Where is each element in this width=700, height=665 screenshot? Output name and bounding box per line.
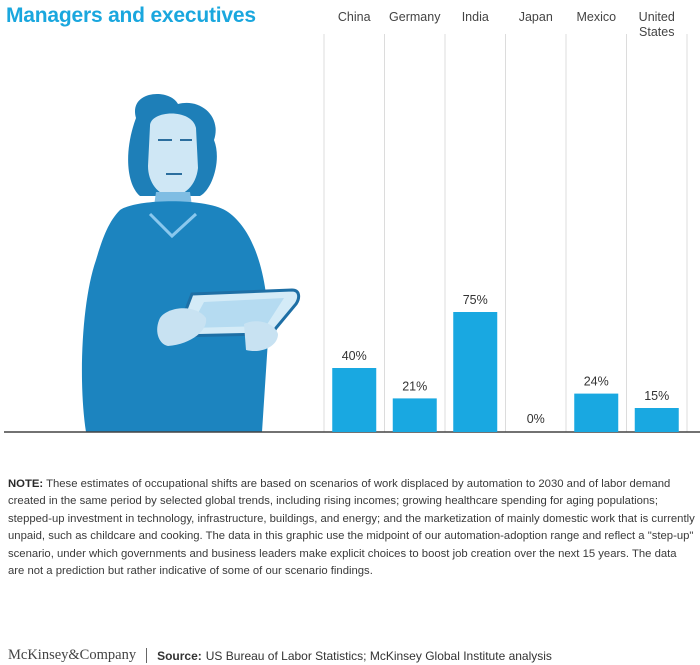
value-label: 15%	[644, 389, 669, 403]
bar-chart: 40% 21% 75% 0% 24% 15% China Germany India Japan…	[4, 10, 700, 433]
bar-india	[453, 312, 498, 432]
note-label: NOTE:	[8, 478, 44, 490]
note-text: NOTE: These estimates of occupational sh…	[8, 476, 696, 580]
value-label: 24%	[584, 375, 609, 389]
value-label: 0%	[527, 412, 545, 426]
category-label: Mexico	[576, 10, 616, 24]
value-label: 40%	[342, 349, 367, 363]
category-label: United	[639, 10, 675, 24]
category-label: China	[338, 10, 371, 24]
source-text: US Bureau of Labor Statistics; McKinsey …	[205, 648, 552, 663]
value-label: 21%	[402, 379, 427, 393]
footer-separator	[146, 648, 148, 663]
bar-mexico	[574, 393, 619, 432]
category-label: Japan	[519, 10, 553, 24]
bar-united-states	[634, 408, 679, 432]
source-label: Source:	[157, 648, 202, 663]
value-label: 75%	[463, 293, 488, 307]
column-separators	[323, 34, 688, 432]
chart-title: Managers and executives	[6, 4, 256, 27]
category-label: India	[462, 10, 489, 24]
bar-germany	[392, 398, 437, 432]
bar-china	[332, 368, 377, 432]
brand-logo: McKinsey&Company	[8, 647, 137, 663]
category-label: Germany	[389, 10, 441, 24]
note-body: These estimates of occupational shifts a…	[8, 478, 695, 578]
manager-with-tablet-illustration	[81, 93, 301, 432]
footer: McKinsey&Company Source: US Bureau of La…	[8, 647, 552, 664]
category-label: States	[639, 25, 674, 39]
